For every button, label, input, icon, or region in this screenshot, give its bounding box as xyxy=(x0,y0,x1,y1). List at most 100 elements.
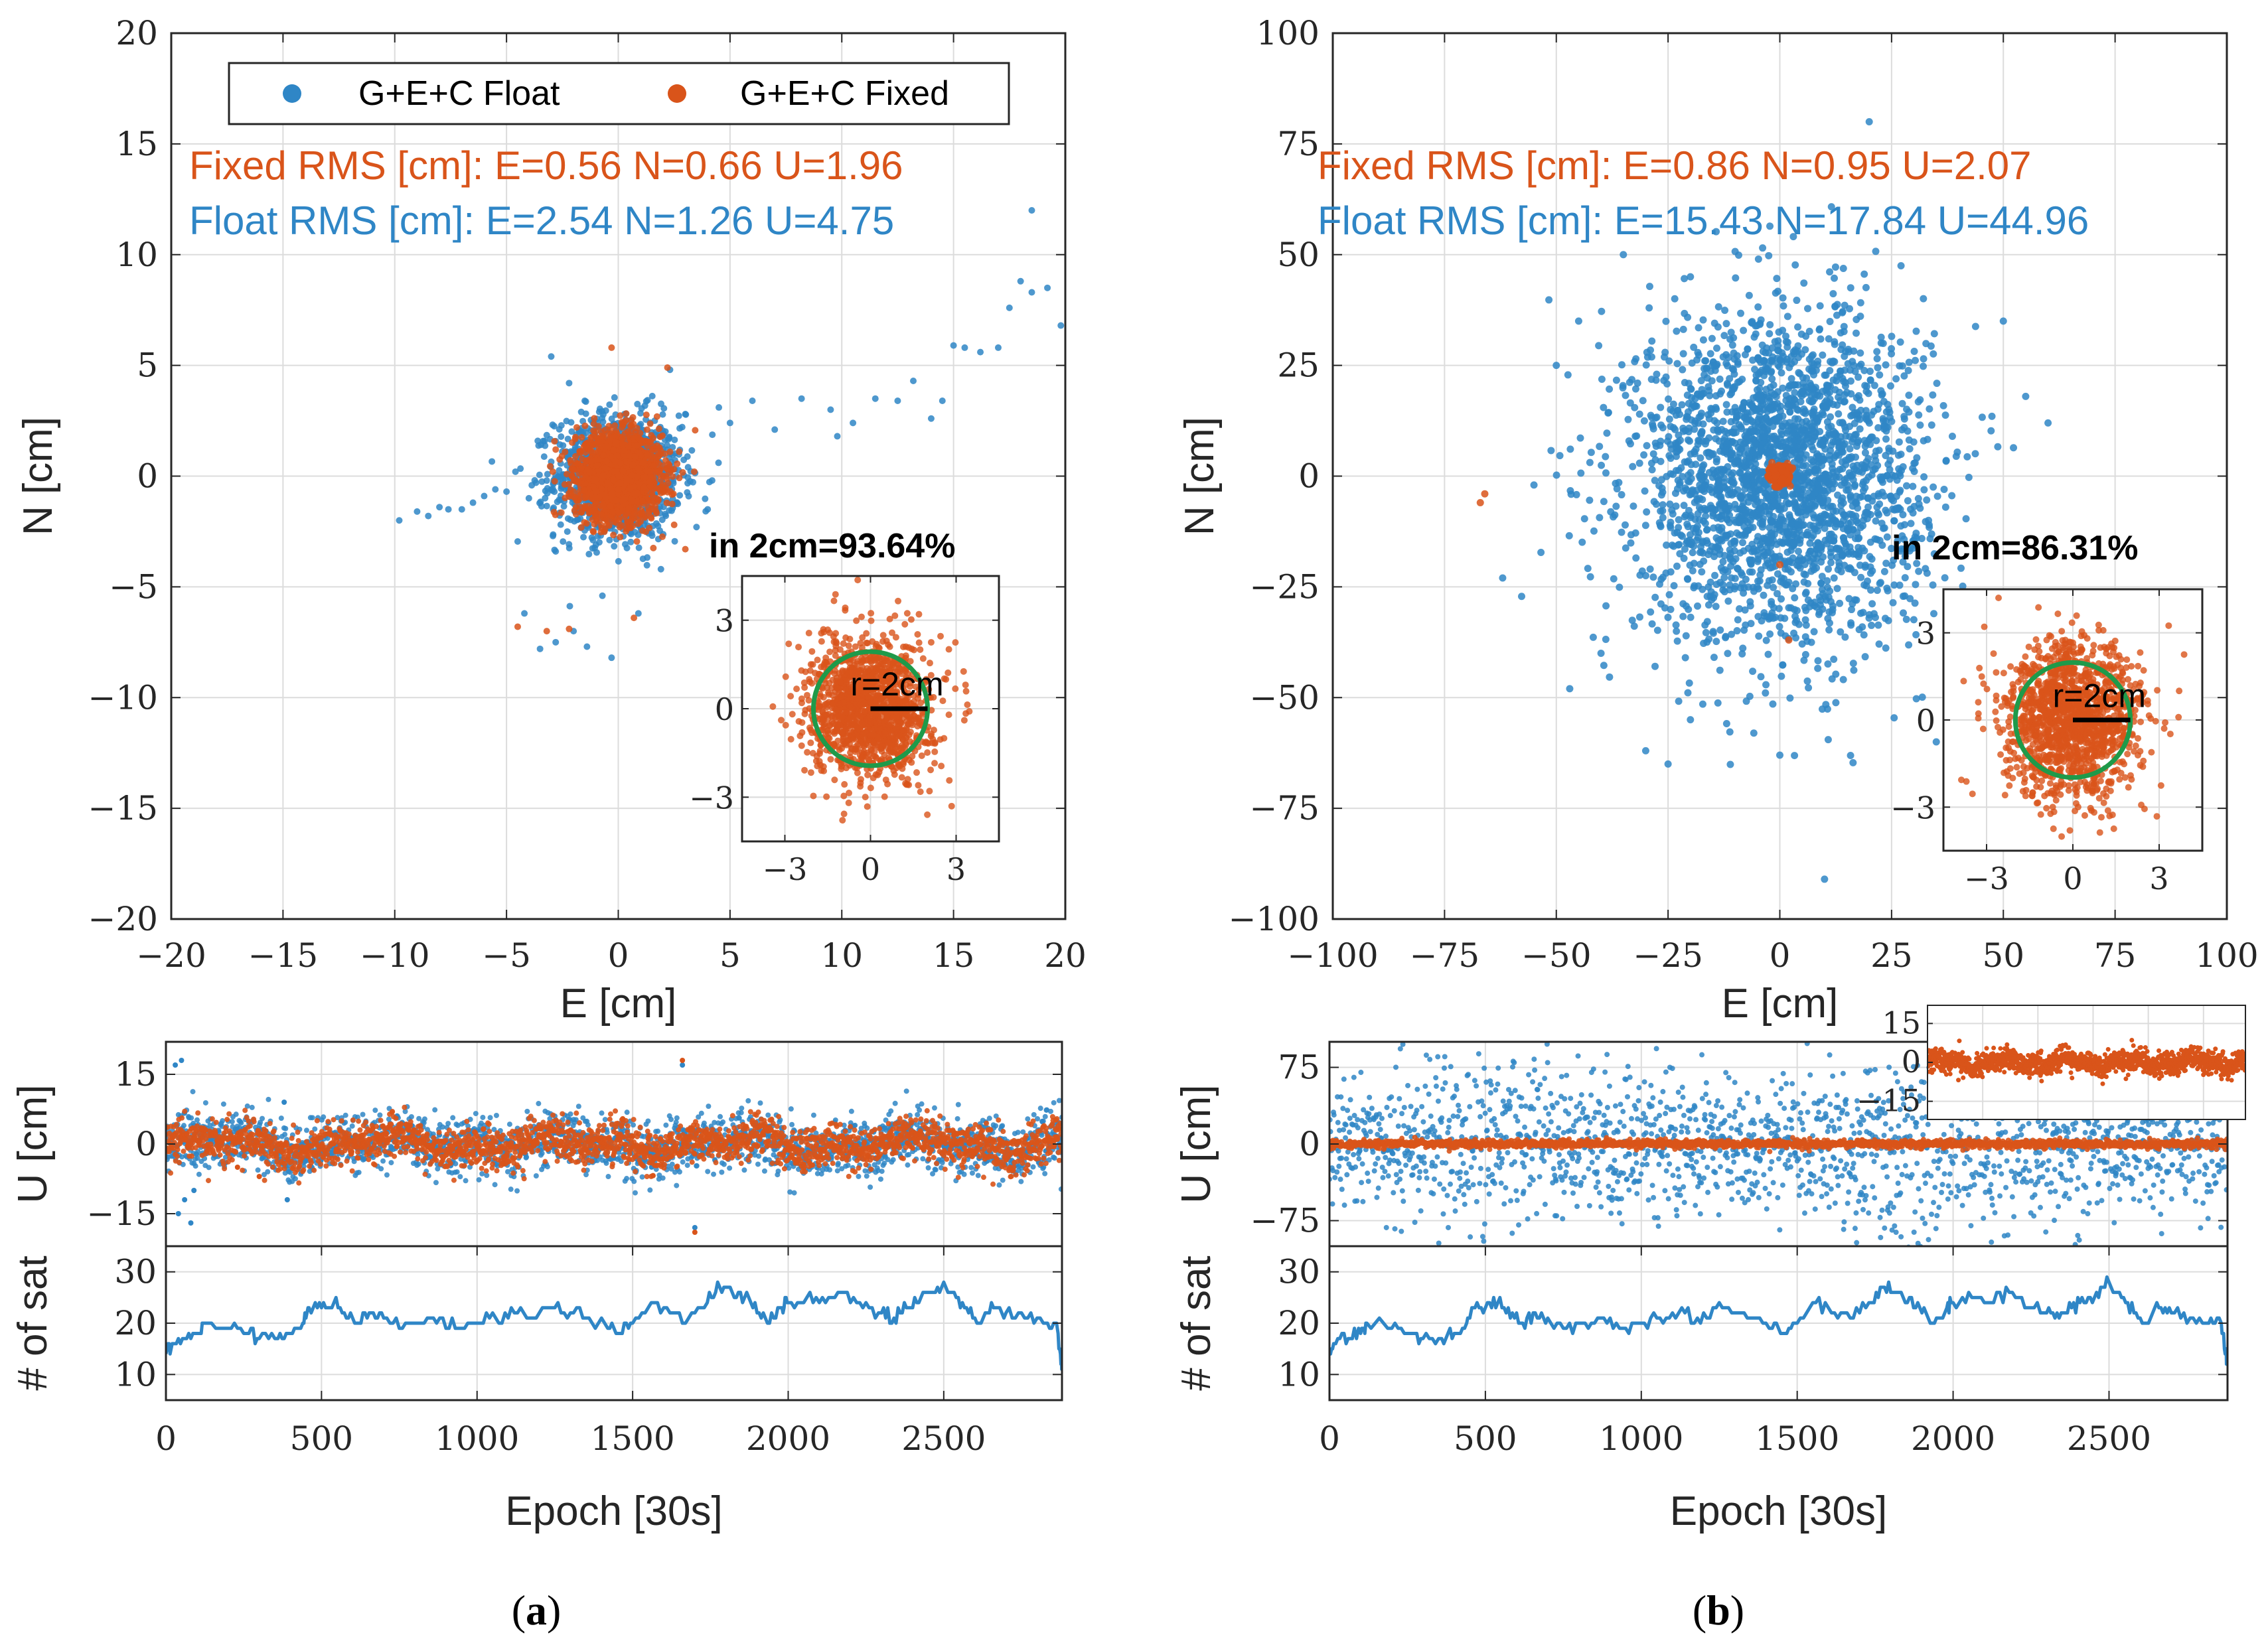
float-point xyxy=(489,458,496,465)
fixed-point xyxy=(590,420,597,427)
fixed-point xyxy=(885,641,892,648)
fixed-point xyxy=(593,462,601,469)
fixed-point xyxy=(886,615,893,622)
y-tick-label: 3 xyxy=(715,603,734,639)
y-tick-label: −15 xyxy=(88,789,158,827)
points-layer xyxy=(166,1058,1062,1235)
float-point xyxy=(644,397,651,404)
fixed-point xyxy=(854,689,861,697)
fixed-point xyxy=(676,474,683,482)
fixed-point xyxy=(649,494,656,501)
fixed-outlier xyxy=(514,623,521,630)
y-tick-label: −10 xyxy=(88,678,158,717)
fixed-outlier xyxy=(631,614,638,622)
float-point xyxy=(265,1096,271,1102)
fixed-point xyxy=(582,458,589,465)
fixed-point xyxy=(595,467,602,474)
float-point xyxy=(260,1115,265,1121)
float-outlier xyxy=(850,419,857,427)
fixed-point xyxy=(644,426,651,433)
fixed-point xyxy=(576,503,583,510)
fixed-point xyxy=(852,643,859,650)
float-point xyxy=(684,464,692,471)
fixed-point xyxy=(802,707,809,714)
fixed-point xyxy=(863,630,870,637)
fixed-point xyxy=(619,468,627,475)
fixed-point xyxy=(670,466,678,473)
float-outlier xyxy=(548,353,555,360)
fixed-point xyxy=(879,670,886,677)
float-point xyxy=(536,471,543,478)
float-outlier xyxy=(950,342,957,349)
float-point xyxy=(706,478,713,486)
fixed-point xyxy=(629,461,637,468)
float-point xyxy=(671,537,678,545)
float-outlier xyxy=(749,397,756,405)
fixed-point xyxy=(679,468,686,476)
float-point xyxy=(688,447,696,454)
float-outlier xyxy=(536,645,544,652)
float-outlier xyxy=(525,494,532,502)
float-point xyxy=(192,1163,198,1169)
float-point xyxy=(531,476,538,484)
float-point xyxy=(560,502,567,510)
fixed-point xyxy=(854,577,862,584)
fixed-point xyxy=(805,630,812,637)
float-outlier xyxy=(481,492,488,500)
fixed-point xyxy=(637,449,644,457)
points-layer xyxy=(396,207,1065,662)
fixed-point xyxy=(798,719,806,726)
fixed-point xyxy=(862,699,869,707)
fixed-point xyxy=(919,655,927,662)
float-point xyxy=(543,431,550,439)
fixed-point xyxy=(573,460,581,467)
x-tick-label: 20 xyxy=(1044,936,1087,975)
fixed-point xyxy=(612,458,619,465)
float-point xyxy=(639,555,646,563)
y-tick-label: −3 xyxy=(689,780,734,816)
fixed-point xyxy=(626,452,633,459)
float-point xyxy=(258,1119,264,1125)
float-outlier xyxy=(771,426,779,433)
fixed-point xyxy=(915,639,923,646)
fixed-point xyxy=(858,658,865,666)
fixed-point xyxy=(852,745,860,752)
fixed-point xyxy=(639,459,646,466)
fixed-point xyxy=(918,752,925,759)
fixed-point xyxy=(853,703,860,710)
float-point xyxy=(641,402,648,409)
float-point xyxy=(709,431,716,439)
fixed-point xyxy=(551,478,558,485)
fixed-point xyxy=(856,737,863,744)
x-tick-label: −3 xyxy=(763,851,808,887)
fixed-point xyxy=(890,747,897,754)
float-outlier xyxy=(693,524,700,531)
float-point xyxy=(685,492,692,500)
fixed-point xyxy=(787,693,794,700)
fixed-point xyxy=(785,640,793,648)
float-point xyxy=(715,459,722,466)
float-point xyxy=(611,394,618,401)
fixed-point xyxy=(661,450,668,457)
float-point xyxy=(196,1171,202,1177)
fixed-point xyxy=(857,713,864,720)
fixed-point xyxy=(653,413,660,420)
y-tick-label: 15 xyxy=(115,125,158,163)
fixed-point xyxy=(937,632,945,640)
float-point xyxy=(540,453,548,461)
float-point xyxy=(585,551,593,558)
fixed-point xyxy=(630,421,637,428)
float-outlier xyxy=(512,468,519,475)
float-outlier xyxy=(543,477,550,484)
fixed-point xyxy=(868,610,875,617)
fixed-point xyxy=(869,689,877,696)
float-point xyxy=(676,492,684,499)
fixed-point xyxy=(901,727,908,734)
float-point xyxy=(571,518,578,525)
fixed-outlier xyxy=(670,521,678,528)
y-axis-label: N [cm] xyxy=(15,417,61,536)
y-tick-label: 0 xyxy=(715,691,734,727)
fixed-point xyxy=(607,502,614,510)
fixed-point xyxy=(818,638,825,645)
float-point xyxy=(556,425,563,433)
